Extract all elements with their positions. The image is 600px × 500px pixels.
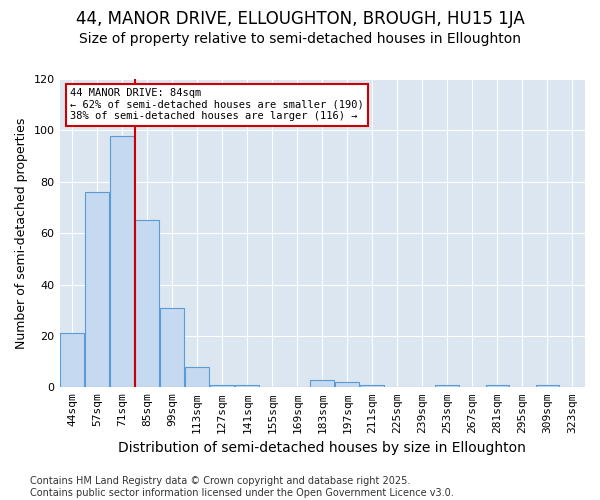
Text: Contains HM Land Registry data © Crown copyright and database right 2025.
Contai: Contains HM Land Registry data © Crown c… <box>30 476 454 498</box>
Bar <box>135 220 159 388</box>
Bar <box>310 380 334 388</box>
Bar <box>335 382 359 388</box>
Bar <box>235 384 259 388</box>
Text: 44 MANOR DRIVE: 84sqm
← 62% of semi-detached houses are smaller (190)
38% of sem: 44 MANOR DRIVE: 84sqm ← 62% of semi-deta… <box>70 88 364 122</box>
Bar <box>60 334 84 388</box>
Text: 44, MANOR DRIVE, ELLOUGHTON, BROUGH, HU15 1JA: 44, MANOR DRIVE, ELLOUGHTON, BROUGH, HU1… <box>76 10 524 28</box>
Text: Size of property relative to semi-detached houses in Elloughton: Size of property relative to semi-detach… <box>79 32 521 46</box>
Bar <box>536 384 559 388</box>
Bar <box>436 384 459 388</box>
Y-axis label: Number of semi-detached properties: Number of semi-detached properties <box>15 118 28 349</box>
Bar <box>160 308 184 388</box>
Bar <box>485 384 509 388</box>
Bar <box>85 192 109 388</box>
Bar <box>361 384 384 388</box>
Bar <box>185 367 209 388</box>
Bar <box>110 136 134 388</box>
Bar <box>210 384 234 388</box>
X-axis label: Distribution of semi-detached houses by size in Elloughton: Distribution of semi-detached houses by … <box>118 441 526 455</box>
